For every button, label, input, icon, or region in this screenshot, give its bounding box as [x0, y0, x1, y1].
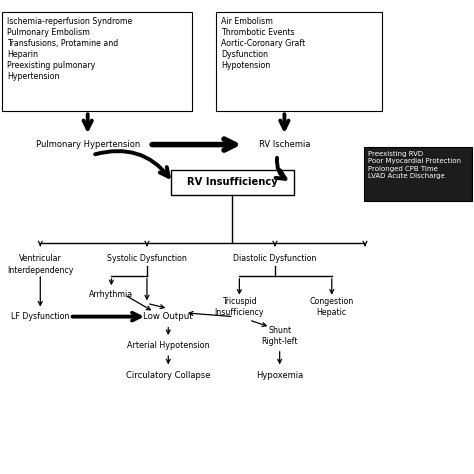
Text: LF Dysfunction: LF Dysfunction	[11, 312, 70, 321]
Text: RV Insufficiency: RV Insufficiency	[187, 177, 278, 188]
Text: Arrhythmia: Arrhythmia	[89, 291, 134, 299]
Text: Pulmonary Hypertension: Pulmonary Hypertension	[36, 140, 140, 149]
Text: Congestion
Hepatic: Congestion Hepatic	[310, 297, 354, 317]
Text: Systolic Dysfunction: Systolic Dysfunction	[107, 254, 187, 263]
Text: Air Embolism
Thrombotic Events
Aortic-Coronary Graft
Dysfunction
Hypotension: Air Embolism Thrombotic Events Aortic-Co…	[221, 17, 306, 70]
Text: Preexisting RVD
Poor Myocardial Protection
Prolonged CPB Time
LVAD Acute Dischar: Preexisting RVD Poor Myocardial Protecti…	[368, 151, 461, 179]
Text: Arterial Hypotension: Arterial Hypotension	[127, 341, 210, 349]
Text: Circulatory Collapse: Circulatory Collapse	[126, 371, 210, 380]
Text: Diastolic Dysfunction: Diastolic Dysfunction	[233, 254, 317, 263]
Text: Ischemia-reperfusion Syndrome
Pulmonary Embolism
Transfusions, Protamine and
Hep: Ischemia-reperfusion Syndrome Pulmonary …	[7, 17, 132, 81]
Text: Ventricular
Interdependency: Ventricular Interdependency	[7, 254, 73, 275]
Bar	[2, 12, 192, 111]
Bar	[171, 170, 294, 195]
Text: RV Ischemia: RV Ischemia	[259, 140, 310, 149]
Bar	[216, 12, 382, 111]
Text: Shunt
Right-left: Shunt Right-left	[261, 326, 298, 346]
Bar	[364, 147, 472, 201]
Text: Low Output: Low Output	[144, 312, 193, 321]
Text: Hypoxemia: Hypoxemia	[256, 371, 303, 380]
Text: Tricuspid
Insufficiency: Tricuspid Insufficiency	[215, 297, 264, 317]
